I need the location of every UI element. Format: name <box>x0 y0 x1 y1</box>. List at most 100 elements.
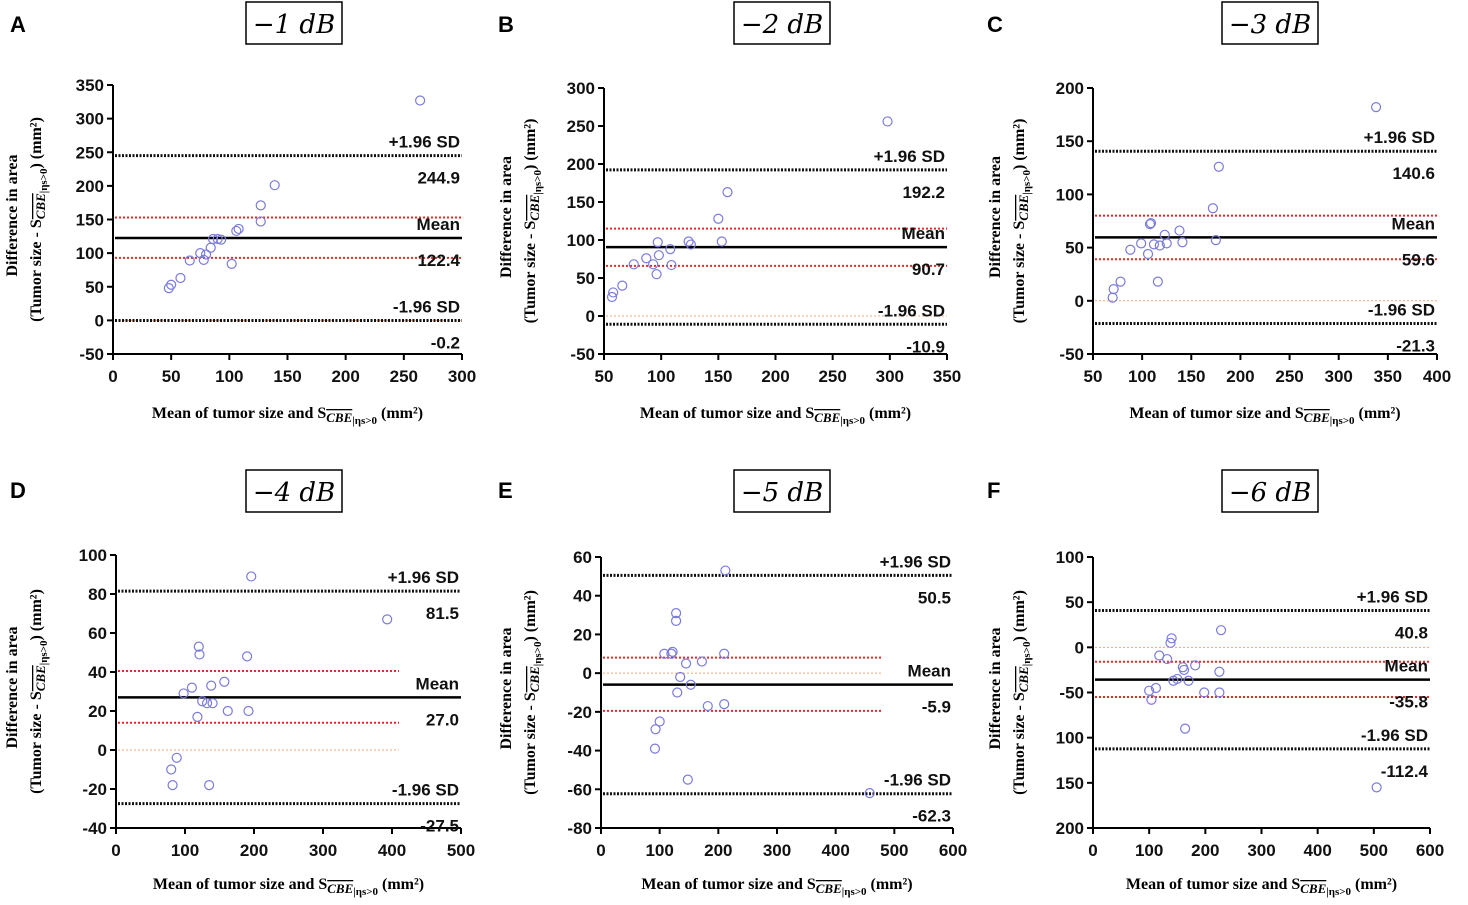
data-point <box>651 269 662 280</box>
x-tick-label: 0 <box>111 841 120 860</box>
data-point <box>167 779 178 791</box>
y-label-unit: ) (mm²) <box>28 117 45 168</box>
upper-sd-label: +1.96 SD <box>389 133 460 152</box>
x-tick-label: 300 <box>876 367 904 386</box>
panel-letter: D <box>10 478 26 503</box>
y-tick-label: 50 <box>576 269 595 288</box>
y-tick-label: 0 <box>586 307 595 326</box>
data-point <box>222 705 233 717</box>
mean-value: 90.7 <box>912 260 945 279</box>
data-point <box>194 649 205 660</box>
y-tick-label: -20 <box>82 780 107 799</box>
data-point <box>166 279 177 290</box>
x-tick-label: 200 <box>1191 841 1219 860</box>
data-point <box>685 679 696 690</box>
data-point <box>242 651 253 662</box>
data-point <box>193 641 204 652</box>
y-tick-label: -50 <box>79 345 104 364</box>
data-point <box>382 614 393 625</box>
data-point <box>206 680 217 691</box>
x-tick-label: 300 <box>1247 841 1275 860</box>
data-point <box>1165 637 1176 648</box>
x-label-sub: CBE <box>1300 881 1326 896</box>
data-point <box>216 234 227 245</box>
data-point <box>1207 203 1219 214</box>
lower-sd-label: -1.96 SD <box>1361 726 1428 745</box>
y-axis-label-line1: Difference in area <box>987 156 1004 278</box>
x-label-sub: CBE <box>326 410 352 425</box>
x-tick-label: 500 <box>1360 841 1388 860</box>
chart-title: −5 dB <box>741 478 823 508</box>
data-point <box>682 774 693 785</box>
chart-title: −2 dB <box>741 10 823 40</box>
data-point <box>233 223 244 235</box>
data-point <box>1371 782 1382 793</box>
data-point <box>1199 687 1210 698</box>
data-point <box>666 259 677 271</box>
y-label-prefix: (Tumor size - S <box>28 691 45 794</box>
data-point <box>1190 660 1201 671</box>
x-tick-label: 200 <box>704 841 732 860</box>
x-label-unit: (mm²) <box>1351 876 1397 893</box>
data-point <box>163 282 174 294</box>
y-tick-label: -60 <box>567 780 592 799</box>
data-point <box>666 648 677 659</box>
x-tick-label: 300 <box>309 841 337 860</box>
x-tick-label: 500 <box>447 841 475 860</box>
x-tick-label: 50 <box>162 367 181 386</box>
y-label-prefix: (Tumor size - S <box>522 221 539 324</box>
title-box <box>733 1 831 45</box>
data-point <box>1177 237 1188 248</box>
x-tick-label: 250 <box>818 367 846 386</box>
y-tick-label: -50 <box>570 345 595 364</box>
y-tick-label: 0 <box>95 311 104 330</box>
y-tick-label: 150 <box>1056 774 1084 793</box>
chart-title: −4 dB <box>253 478 335 508</box>
y-tick-label: 50 <box>85 278 104 297</box>
data-point <box>201 698 213 709</box>
data-point <box>650 724 661 735</box>
data-point <box>653 250 664 261</box>
data-point <box>255 200 266 211</box>
upper-sd-label: +1.96 SD <box>880 552 951 571</box>
x-label-unit: (mm²) <box>867 876 913 893</box>
mean-value: 59.6 <box>1402 250 1435 269</box>
data-point <box>665 244 676 255</box>
lower-sd-label: -1.96 SD <box>393 298 460 317</box>
panel-d: D −4 dB -40 -20 0 20 40 60 80 100 0 100 200 300 400 500… <box>4 469 475 898</box>
mean-value: 122.4 <box>417 251 460 270</box>
y-label-sub: CBE <box>1016 194 1031 220</box>
y-label-sub2: |ηs>0 <box>1021 641 1033 666</box>
y-label-sub: CBE <box>527 194 542 220</box>
panel-b: B −2 dB -50 0 50 100 150 200 250 300 50 100 150 200 25… <box>498 1 961 427</box>
lower-sd-value: -10.9 <box>906 337 945 356</box>
y-label-unit: ) (mm²) <box>1011 119 1028 170</box>
data-point <box>670 615 682 626</box>
data-point <box>1150 682 1162 694</box>
title-box <box>245 1 343 45</box>
data-point <box>720 565 731 576</box>
data-point <box>226 258 237 269</box>
x-label-prefix: Mean of tumor size and S <box>152 405 326 422</box>
lower-sd-label: -1.96 SD <box>878 301 945 320</box>
y-tick-label: 0 <box>1075 292 1084 311</box>
data-point <box>628 259 639 270</box>
data-point <box>713 213 724 224</box>
data-point <box>1136 238 1147 249</box>
panel-letter: F <box>987 478 1000 503</box>
data-point <box>198 254 209 265</box>
data-point <box>864 788 875 799</box>
data-point <box>212 233 223 245</box>
upper-sd-label: +1.96 SD <box>388 568 459 587</box>
y-tick-label: 250 <box>76 143 104 162</box>
data-point <box>1142 248 1154 260</box>
y-tick-label: -40 <box>82 819 107 838</box>
data-point <box>1214 687 1225 698</box>
data-point <box>255 216 266 227</box>
data-point <box>606 291 618 303</box>
data-point <box>1178 664 1190 676</box>
x-tick-label: 100 <box>171 841 199 860</box>
y-tick-label: 200 <box>1056 819 1084 838</box>
x-tick-label: 250 <box>390 367 418 386</box>
